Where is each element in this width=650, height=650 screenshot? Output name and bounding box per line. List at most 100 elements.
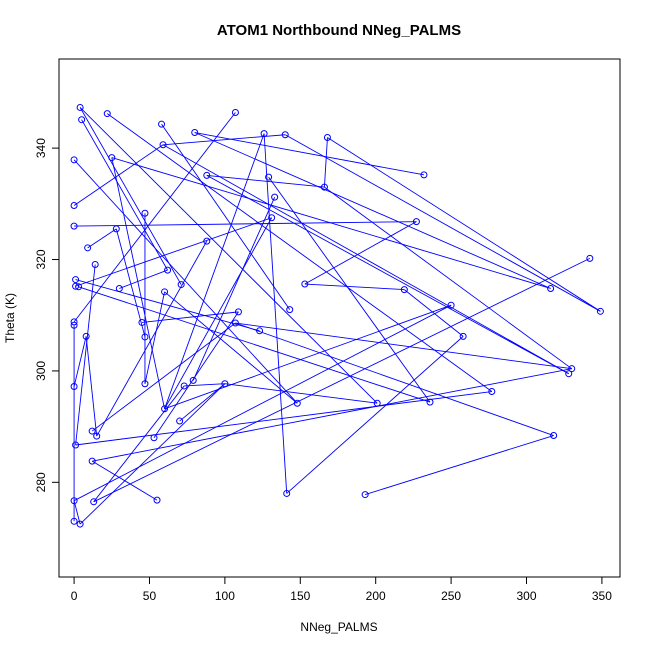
data-point [281, 131, 289, 139]
series-line-segment [164, 217, 273, 410]
data-point [361, 491, 369, 499]
series-line-segment [119, 269, 168, 289]
data-point [234, 308, 242, 316]
data-point [189, 376, 197, 384]
y-tick-label: 320 [34, 249, 48, 269]
series-line-segment [91, 322, 236, 432]
data-point [459, 332, 467, 340]
data-point [70, 383, 78, 391]
series-line-segment [235, 322, 554, 436]
series-line-segment [284, 134, 601, 312]
data-point [550, 432, 558, 440]
data-point [265, 173, 273, 181]
data-point [426, 398, 434, 406]
series-line-segment [323, 137, 328, 188]
data-point [293, 399, 301, 407]
series-line-segment [79, 383, 226, 525]
data-point [420, 171, 428, 179]
data-point [70, 222, 78, 230]
data-point [412, 218, 420, 226]
data-point [203, 237, 211, 245]
x-tick-label: 250 [441, 589, 461, 603]
y-tick-label: 280 [34, 472, 48, 492]
data-point [70, 318, 78, 326]
series-line-segment [304, 221, 417, 285]
y-tick-label: 300 [34, 361, 48, 381]
series-line-segment [404, 289, 464, 337]
series-line-segment [75, 279, 260, 332]
data-point [141, 380, 149, 388]
series-line-segment [162, 144, 569, 375]
data-point [112, 225, 120, 233]
series-line-segment [75, 217, 272, 287]
y-tick-label: 340 [34, 138, 48, 158]
series-line-segment [75, 264, 96, 446]
data-point [76, 103, 84, 111]
data-point [180, 382, 188, 390]
series-line-segment [324, 186, 573, 370]
data-point [158, 120, 166, 128]
data-point [82, 332, 90, 340]
data-point [76, 520, 84, 528]
data-point [191, 129, 199, 137]
series-line-segment [184, 383, 225, 387]
data-point [565, 370, 573, 378]
series-line-segment [161, 123, 291, 310]
series-line-segment [78, 286, 431, 403]
series-line-segment [164, 291, 298, 404]
data-point [141, 209, 149, 217]
data-point [103, 110, 111, 118]
x-tick-label: 100 [215, 589, 235, 603]
data-points [70, 103, 604, 528]
chart-title: ATOM1 Northbound NNeg_PALMS [217, 22, 461, 39]
data-point [286, 306, 294, 314]
data-point [596, 307, 604, 315]
series-line-segment [81, 119, 168, 271]
series-line-segment [144, 291, 166, 384]
series-line-segment [92, 368, 572, 462]
series-line-segment [73, 159, 298, 404]
data-point [72, 276, 80, 284]
data-point [70, 201, 78, 209]
plot-area [58, 58, 621, 578]
data-point [70, 517, 78, 525]
data-point [231, 319, 239, 327]
x-axis-label: NNeg_PALMS [300, 620, 377, 634]
data-point [150, 434, 158, 442]
series-line-segment [106, 113, 493, 392]
series-line-segment [93, 385, 185, 503]
series-line-segment [87, 228, 117, 249]
data-point [373, 399, 381, 407]
data-point [283, 489, 291, 497]
series-line-segment [73, 304, 452, 502]
data-point [256, 327, 264, 335]
data-point [72, 441, 80, 449]
x-tick-label: 150 [290, 589, 310, 603]
data-point [115, 284, 123, 292]
series-line-segment [327, 137, 601, 312]
series-line-segment [365, 435, 554, 495]
data-point [141, 333, 149, 341]
series-line-segment [75, 391, 492, 446]
series-line-segment [115, 228, 146, 338]
data-point [301, 280, 309, 288]
data-point [159, 141, 167, 149]
series-line-segment [85, 336, 98, 437]
series-line-segment [153, 311, 239, 439]
series-line-segment [235, 322, 572, 370]
x-tick-label: 50 [143, 589, 157, 603]
series-line-segment [164, 304, 452, 410]
series-line-segment [206, 174, 325, 188]
data-point [93, 432, 101, 440]
data-point [72, 282, 80, 290]
series-line-segment [93, 257, 591, 503]
series-line-segment [111, 157, 166, 409]
series-line-segment [194, 132, 551, 289]
data-point [586, 254, 594, 262]
data-point [161, 405, 169, 413]
data-point [70, 497, 78, 505]
x-tick-label: 300 [516, 589, 536, 603]
data-point [75, 283, 83, 291]
series-line-segment [91, 460, 158, 501]
data-point [488, 388, 496, 396]
